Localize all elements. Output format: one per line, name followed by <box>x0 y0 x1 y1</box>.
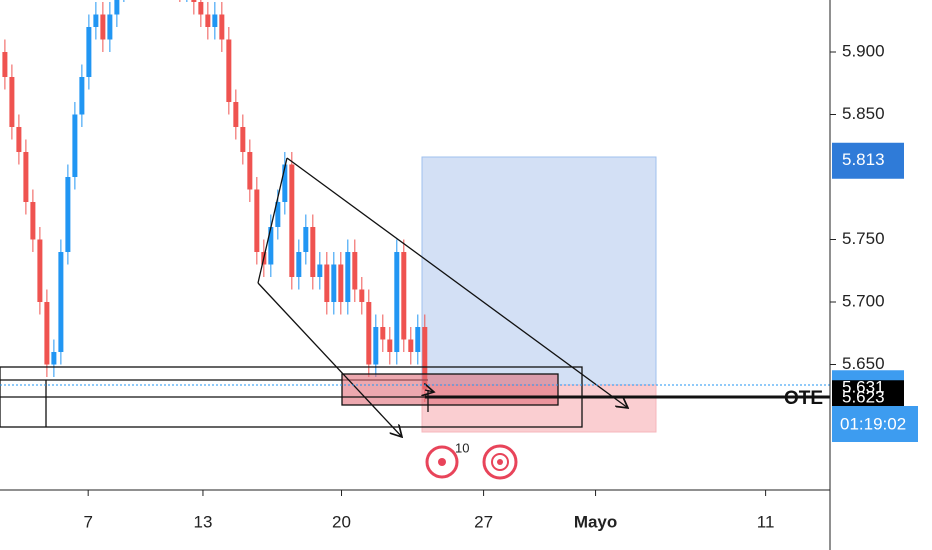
x-tick-label: 13 <box>193 512 212 531</box>
drawings <box>0 157 830 437</box>
countdown: 01:19:02 <box>840 414 906 433</box>
candle-body <box>65 177 71 252</box>
candle-body <box>289 164 295 277</box>
candle-body <box>310 227 316 277</box>
icon-badge: 10 <box>455 440 469 455</box>
target-zone <box>421 156 657 386</box>
y-tick-label: 5.650 <box>842 354 885 373</box>
candle-body <box>212 14 218 27</box>
x-tick-label: 27 <box>474 512 493 531</box>
icons: 10 <box>425 440 518 480</box>
candle-body <box>233 102 239 127</box>
price-tag-label: 5.813 <box>842 150 885 169</box>
candle-body <box>198 1 204 15</box>
candle-body <box>2 52 8 77</box>
y-tick-label: 5.700 <box>842 291 885 310</box>
icon <box>491 453 509 471</box>
x-tick-label: Mayo <box>574 512 617 531</box>
candle-body <box>100 14 106 40</box>
candle-body <box>114 0 120 15</box>
candle-body <box>9 77 15 127</box>
candle-body <box>254 189 260 252</box>
candle-body <box>226 39 232 102</box>
countdown-box <box>832 406 918 442</box>
icon <box>497 459 503 465</box>
candle-body <box>93 14 99 27</box>
candle-body <box>191 0 197 2</box>
candle-body <box>30 202 36 240</box>
icon <box>482 444 518 480</box>
annotation: OTE <box>784 388 823 409</box>
icon <box>425 445 459 479</box>
candle-body <box>324 264 330 302</box>
candle-body <box>79 77 85 115</box>
candle-body <box>240 127 246 152</box>
candle-body <box>51 352 57 365</box>
candle-body <box>331 264 337 302</box>
candle-body <box>408 339 414 352</box>
candle-body <box>205 14 211 27</box>
candle-body <box>317 264 323 277</box>
candle-body <box>380 327 386 340</box>
candle-body <box>345 252 351 302</box>
y-tick-label: 5.900 <box>842 41 885 60</box>
candle-body <box>16 127 22 152</box>
price-tag-label: 5.631 <box>842 378 885 397</box>
candle-body <box>394 252 400 352</box>
candle-body <box>23 152 29 202</box>
candle-body <box>37 239 43 302</box>
candle-body <box>268 227 274 265</box>
trend-line <box>257 282 402 437</box>
candle-body <box>359 289 365 302</box>
trend-line <box>286 157 628 408</box>
x-tick-label: 7 <box>83 512 92 531</box>
x-tick-label: 11 <box>757 512 775 531</box>
candle-body <box>86 27 92 77</box>
candle-body <box>366 302 372 365</box>
candle-body <box>303 227 309 252</box>
candle-body <box>44 302 50 365</box>
x-tick-label: 20 <box>332 512 351 531</box>
candle-body <box>422 327 428 390</box>
candle-body <box>415 327 421 352</box>
order-block <box>341 373 559 406</box>
candle-body <box>107 14 113 40</box>
candle-body <box>275 202 281 227</box>
candle-body <box>282 164 288 202</box>
candle-body <box>58 252 64 352</box>
candle-body <box>72 114 78 177</box>
y-tick-label: 5.750 <box>842 229 885 248</box>
trend-line <box>425 390 434 392</box>
candle-body <box>401 252 407 340</box>
candle-body <box>373 327 379 365</box>
trend-line <box>257 157 288 284</box>
icon <box>438 458 446 466</box>
candle-body <box>338 264 344 302</box>
candle-body <box>387 339 393 352</box>
candle-body <box>247 152 253 190</box>
candle-body <box>296 252 302 277</box>
price-tag <box>832 142 904 179</box>
candle-body <box>219 14 225 40</box>
candle-body <box>352 252 358 290</box>
y-tick-label: 5.850 <box>842 104 885 123</box>
price-tag-label: 5.623 <box>842 388 885 407</box>
